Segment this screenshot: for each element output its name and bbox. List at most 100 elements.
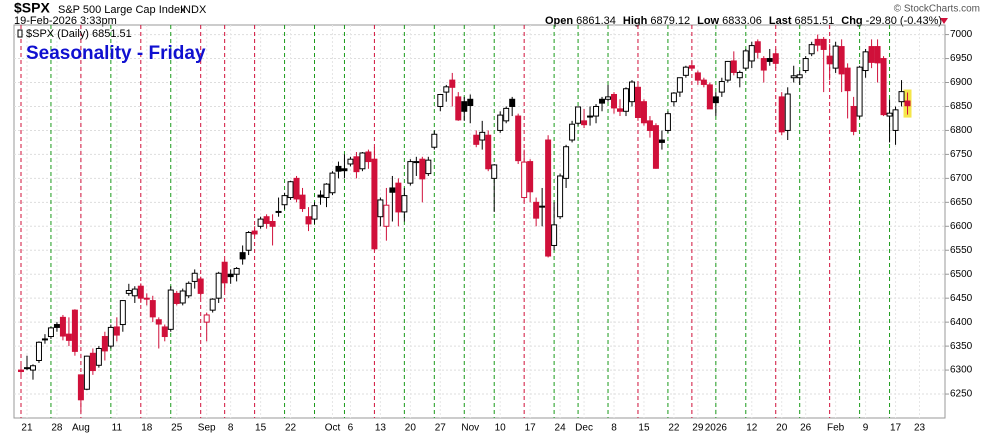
y-tick-label: 6500: [950, 269, 973, 280]
candle-body: [149, 300, 156, 318]
candle-body: [736, 71, 743, 79]
candle-body: [886, 112, 893, 117]
candle-body: [730, 60, 737, 73]
candle-body: [796, 74, 803, 79]
candle-body: [718, 81, 725, 93]
y-tick-label: 6750: [950, 149, 973, 160]
candle-body: [658, 139, 665, 143]
candle-body: [365, 151, 372, 163]
candle-body: [670, 92, 677, 103]
stat-label: Last: [769, 15, 792, 27]
candle-body: [371, 158, 378, 250]
candle-body: [173, 292, 180, 304]
candle-body: [155, 319, 162, 325]
candle-body: [263, 216, 270, 224]
candle-body: [634, 86, 641, 118]
candle-body: [65, 333, 72, 341]
x-tick-label: 8: [228, 423, 234, 434]
stat-label: Chg: [841, 15, 862, 27]
candle-body: [467, 98, 474, 107]
candle-body: [41, 338, 48, 341]
candle-body: [281, 195, 288, 206]
candle-body: [329, 172, 336, 194]
candle-body: [317, 194, 324, 198]
candle-body: [299, 194, 306, 210]
candle-body: [437, 93, 444, 107]
stat-label: High: [623, 15, 648, 27]
candle-body: [257, 218, 264, 227]
candle-body: [712, 96, 719, 104]
x-tick-label: 26: [800, 423, 812, 434]
stat-label: Low: [697, 15, 719, 27]
candle-body: [832, 45, 839, 69]
x-tick-label: 23: [914, 423, 926, 434]
candle-body: [880, 58, 887, 116]
candle-body: [838, 46, 845, 75]
x-tick-label: 28: [51, 423, 63, 434]
y-tick-label: 6800: [950, 125, 973, 136]
candle-body: [131, 288, 138, 297]
candle-body: [431, 133, 438, 148]
candle-body: [551, 224, 558, 246]
candle-body: [89, 352, 96, 372]
candle-body: [724, 60, 731, 81]
candle-body: [407, 161, 414, 184]
candle-body: [161, 326, 168, 338]
candle-body: [808, 44, 815, 55]
candle-body: [341, 168, 348, 172]
x-tick-label: 17: [525, 423, 537, 434]
y-tick-label: 6850: [950, 101, 973, 112]
candle-body: [587, 115, 594, 118]
x-tick-label: 6: [348, 423, 354, 434]
x-tick-label: Dec: [575, 423, 593, 434]
copyright: © StockCharts.com: [894, 4, 980, 15]
y-tick-label: 6300: [950, 365, 973, 376]
candle-body: [539, 205, 546, 208]
candle-body: [515, 115, 522, 162]
y-tick-label: 7000: [950, 29, 973, 40]
candle-body: [221, 261, 228, 284]
candle-body: [197, 278, 204, 294]
y-tick-label: 6650: [950, 197, 973, 208]
candle-body: [868, 46, 875, 63]
candle-body: [227, 273, 234, 278]
candle-body: [605, 96, 612, 100]
x-tick-label: 12: [746, 423, 758, 434]
candle-body: [269, 221, 276, 227]
x-tick-label: Nov: [461, 423, 479, 434]
x-tick-label: 17: [890, 423, 902, 434]
x-tick-label: 27: [435, 423, 447, 434]
y-tick-label: 6250: [950, 389, 973, 400]
candle-body: [107, 326, 114, 347]
candle-body: [419, 158, 426, 180]
stat-value: 6861.34: [576, 15, 616, 27]
candle-body: [706, 84, 713, 110]
candle-body: [293, 177, 300, 200]
candle-body: [856, 66, 863, 117]
candle-body: [640, 101, 647, 124]
symbol: $SPX: [14, 0, 50, 16]
y-tick-label: 6900: [950, 77, 973, 88]
candle-body: [581, 120, 588, 126]
candle-body: [802, 58, 809, 72]
candle-body: [628, 81, 635, 103]
candle-body: [143, 297, 150, 300]
y-tick-label: 6400: [950, 317, 973, 328]
candle-body: [820, 38, 827, 50]
candle-body: [473, 134, 480, 145]
x-tick-label: Oct: [325, 423, 341, 434]
candle-body: [545, 139, 552, 257]
x-tick-label: 10: [495, 423, 507, 434]
candle-body: [527, 161, 534, 193]
candle-body: [485, 134, 492, 170]
header-date: 19-Feb-2026 3:33pm: [14, 15, 117, 27]
x-tick-label: 22: [285, 423, 297, 434]
candle-body: [874, 46, 881, 64]
candle-body: [425, 159, 432, 175]
x-tick-label: 18: [141, 423, 153, 434]
candle-body: [862, 51, 869, 72]
x-tick-label: Feb: [827, 423, 845, 434]
candle-body: [323, 183, 330, 199]
candle-body: [443, 86, 450, 93]
candle-body: [748, 45, 755, 62]
